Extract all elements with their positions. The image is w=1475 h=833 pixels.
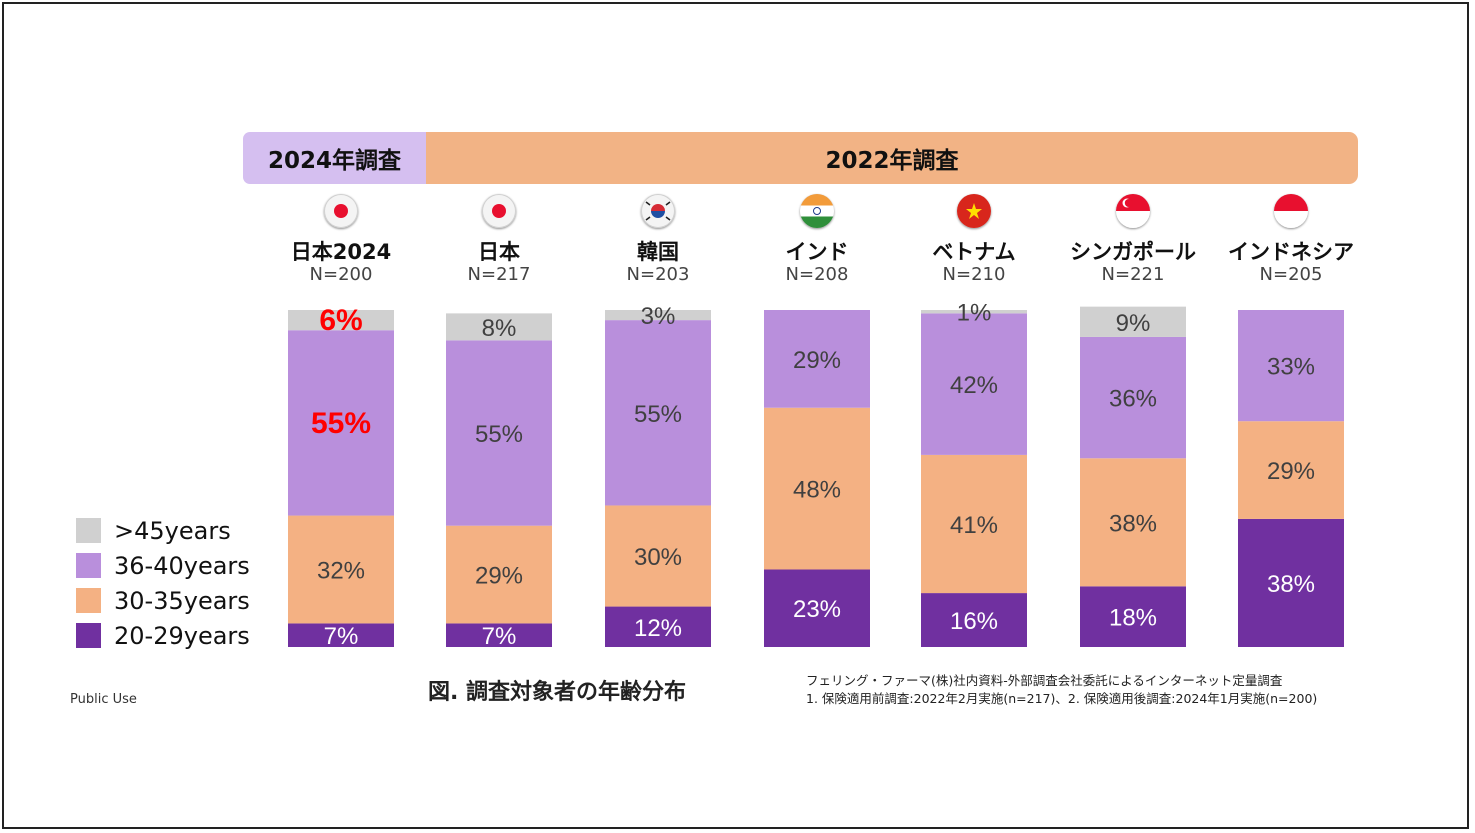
data-label: 8% <box>482 315 517 342</box>
bar-segment <box>446 623 552 647</box>
sample-size: N=200 <box>309 264 373 285</box>
legend-label: 30-35years <box>114 586 250 615</box>
data-label: 30% <box>634 544 682 571</box>
sample-size: N=203 <box>626 264 690 285</box>
data-label: 23% <box>793 596 841 623</box>
vietnam-flag-icon <box>957 194 991 228</box>
data-label: 12% <box>634 615 682 642</box>
legend-item: 20-29years <box>76 618 250 653</box>
data-label: 42% <box>950 372 998 399</box>
legend-item: >45years <box>76 513 250 548</box>
legend-label: 36-40years <box>114 551 250 580</box>
bar-segment <box>764 569 870 647</box>
data-label: 36% <box>1109 386 1157 413</box>
bar-segment <box>921 310 1027 314</box>
sample-size: N=205 <box>1259 264 1323 285</box>
bar-segment <box>1238 421 1344 519</box>
data-label: 18% <box>1109 605 1157 632</box>
sample-size: N=217 <box>467 264 531 285</box>
bar-segment <box>921 313 1027 455</box>
legend-label: >45years <box>114 516 231 545</box>
bar-segment <box>446 525 552 624</box>
data-label: 55% <box>311 407 371 440</box>
bar-segment <box>921 593 1027 647</box>
bar-segment <box>1238 518 1344 647</box>
country-name: 日本2024 <box>290 240 392 264</box>
bar-segment <box>288 330 394 516</box>
bar-segment <box>605 320 711 506</box>
public-use-label: Public Use <box>70 692 137 707</box>
legend-item: 36-40years <box>76 548 250 583</box>
india-flag-icon <box>800 194 834 228</box>
data-label: 7% <box>482 623 517 650</box>
chart-legend: >45years 36-40years 30-35years 20-29years <box>76 513 250 653</box>
country-name: ベトナム <box>932 240 1016 264</box>
legend-swatch <box>76 518 101 543</box>
data-label: 55% <box>634 401 682 428</box>
data-label: 38% <box>1267 571 1315 598</box>
data-label: 6% <box>319 304 362 337</box>
legend-swatch <box>76 588 101 613</box>
data-label: 55% <box>475 421 523 448</box>
figure-caption: 図. 調査対象者の年齢分布 <box>428 680 687 705</box>
bar-segment <box>764 310 870 408</box>
data-label: 33% <box>1267 354 1315 381</box>
data-label: 29% <box>793 347 841 374</box>
bar-segment <box>288 623 394 647</box>
bar-segment <box>1080 458 1186 587</box>
bar-segment <box>605 505 711 607</box>
country-name: シンガポール <box>1070 240 1196 264</box>
bar-segment <box>1238 310 1344 422</box>
country-name: 日本 <box>478 240 520 264</box>
bar-segment <box>1080 586 1186 647</box>
source-note: フェリング・ファーマ(株)社内資料-外部調査会社委託によるインターネット定量調査… <box>806 672 1317 708</box>
bar-segment <box>446 340 552 526</box>
bar-segment <box>605 310 711 321</box>
bar-segment <box>446 313 552 341</box>
bar-segment <box>1080 306 1186 337</box>
data-label: 38% <box>1109 510 1157 537</box>
japan-flag-icon <box>324 194 358 228</box>
data-label: 48% <box>793 477 841 504</box>
legend-swatch <box>76 553 101 578</box>
survey-2024-header: 2024年調査 <box>243 132 426 184</box>
data-label: 32% <box>317 557 365 584</box>
bar-segment <box>1080 336 1186 459</box>
sample-size: N=210 <box>942 264 1006 285</box>
bar-segment <box>288 310 394 331</box>
legend-item: 30-35years <box>76 583 250 618</box>
data-label: 16% <box>950 608 998 635</box>
data-label: 41% <box>950 512 998 539</box>
data-label: 3% <box>641 303 676 330</box>
data-label: 29% <box>475 563 523 590</box>
source-line: 1. 保険適用前調査:2022年2月実施(n=217)、2. 保険適用後調査:2… <box>806 691 1318 706</box>
bar-segment <box>288 515 394 624</box>
sample-size: N=208 <box>785 264 849 285</box>
korea-flag-icon <box>641 194 675 228</box>
data-label: 7% <box>324 623 359 650</box>
bar-segment <box>764 407 870 570</box>
data-label: 1% <box>957 300 992 327</box>
singapore-flag-icon <box>1116 194 1150 228</box>
data-label: 9% <box>1116 310 1151 337</box>
data-label: 29% <box>1267 458 1315 485</box>
bar-segment <box>605 606 711 647</box>
indonesia-flag-icon <box>1274 194 1308 228</box>
country-name: インド <box>785 240 849 264</box>
country-name: インドネシア <box>1228 240 1354 264</box>
survey-2022-header: 2022年調査 <box>426 132 1358 184</box>
source-line: フェリング・ファーマ(株)社内資料-外部調査会社委託によるインターネット定量調査 <box>806 673 1283 688</box>
japan-flag-icon <box>482 194 516 228</box>
legend-label: 20-29years <box>114 621 250 650</box>
country-name: 韓国 <box>637 240 679 264</box>
sample-size: N=221 <box>1101 264 1165 285</box>
legend-swatch <box>76 623 101 648</box>
bar-segment <box>921 454 1027 594</box>
